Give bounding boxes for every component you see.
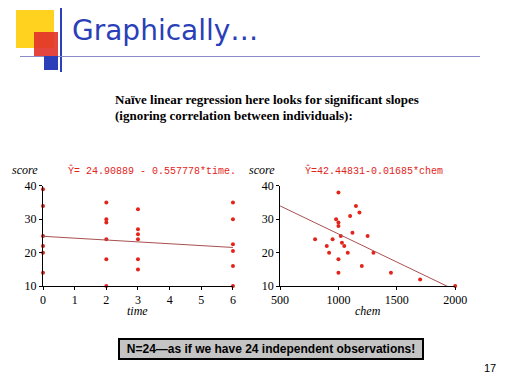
svg-text:Ŷ=42.44831-0.01685*chem: Ŷ=42.44831-0.01685*chem (305, 164, 443, 177)
svg-text:10: 10 (262, 279, 274, 293)
svg-text:6: 6 (230, 293, 236, 307)
svg-text:30: 30 (25, 212, 37, 226)
html-text:17: 17 (484, 362, 497, 374)
svg-text:3: 3 (135, 293, 141, 307)
svg-text:chem: chem (355, 304, 381, 318)
svg-text:Ŷ= 24.90889 - 0.557778*time.: Ŷ= 24.90889 - 0.557778*time. (68, 164, 236, 177)
svg-text:1500: 1500 (385, 293, 409, 307)
svg-text:time: time (127, 304, 148, 318)
svg-text:5: 5 (198, 293, 204, 307)
svg-text:40: 40 (25, 179, 37, 193)
html-text:N=24—as if we have 24 independ: N=24—as if we have 24 independent observ… (126, 342, 416, 356)
svg-text:score: score (12, 163, 38, 177)
svg-text:20: 20 (25, 246, 37, 260)
svg-text:1: 1 (72, 293, 78, 307)
html-text:Graphically…: Graphically… (72, 14, 259, 47)
svg-text:0: 0 (40, 293, 46, 307)
svg-text:30: 30 (262, 212, 274, 226)
svg-text:score: score (249, 163, 275, 177)
svg-text:10: 10 (25, 279, 37, 293)
html-text:Naïve linear regression here l: Naïve linear regression here looks for s… (115, 92, 419, 123)
svg-text:500: 500 (271, 293, 289, 307)
svg-text:2: 2 (103, 293, 109, 307)
svg-text:1000: 1000 (326, 293, 350, 307)
svg-text:4: 4 (167, 293, 173, 307)
svg-text:2000: 2000 (443, 293, 467, 307)
svg-text:40: 40 (262, 179, 274, 193)
svg-text:20: 20 (262, 246, 274, 260)
